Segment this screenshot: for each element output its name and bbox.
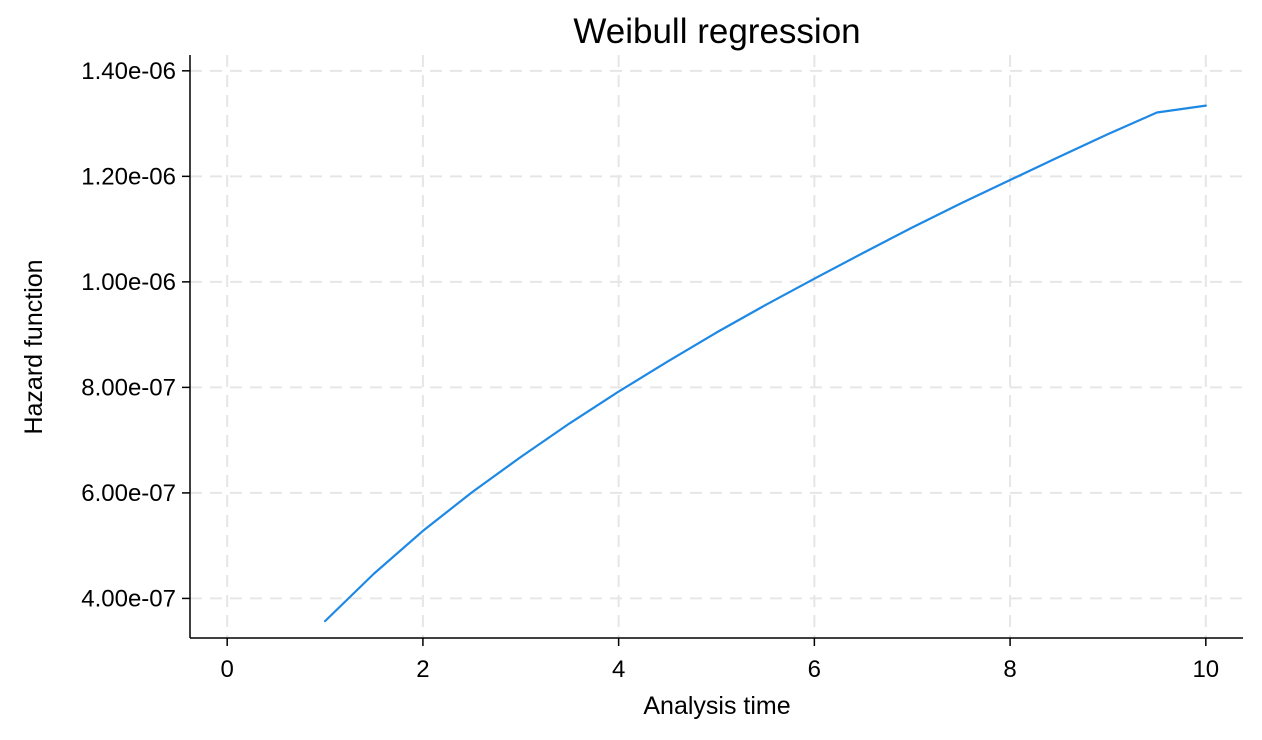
- x-tick-label-8: 8: [1003, 656, 1016, 683]
- axes-layer: [182, 55, 1243, 646]
- y-tick-label-8.00e-07: 8.00e-07: [81, 374, 176, 401]
- series-layer: [325, 106, 1206, 621]
- y-axis-title: Hazard function: [20, 259, 48, 434]
- y-tick-label-1.00e-06: 1.00e-06: [81, 269, 176, 296]
- x-axis-title: Analysis time: [643, 692, 790, 720]
- series-line-hazard: [325, 106, 1206, 621]
- y-tick-label-1.20e-06: 1.20e-06: [81, 163, 176, 190]
- x-tick-label-0: 0: [221, 656, 234, 683]
- grid-layer: [190, 55, 1243, 638]
- x-tick-label-6: 6: [808, 656, 821, 683]
- y-tick-label-6.00e-07: 6.00e-07: [81, 480, 176, 507]
- y-tick-label-1.40e-06: 1.40e-06: [81, 58, 176, 85]
- y-tick-label-4.00e-07: 4.00e-07: [81, 585, 176, 612]
- x-tick-label-10: 10: [1192, 656, 1219, 683]
- chart-title: Weibull regression: [573, 12, 860, 51]
- x-tick-label-4: 4: [612, 656, 625, 683]
- x-tick-label-2: 2: [416, 656, 429, 683]
